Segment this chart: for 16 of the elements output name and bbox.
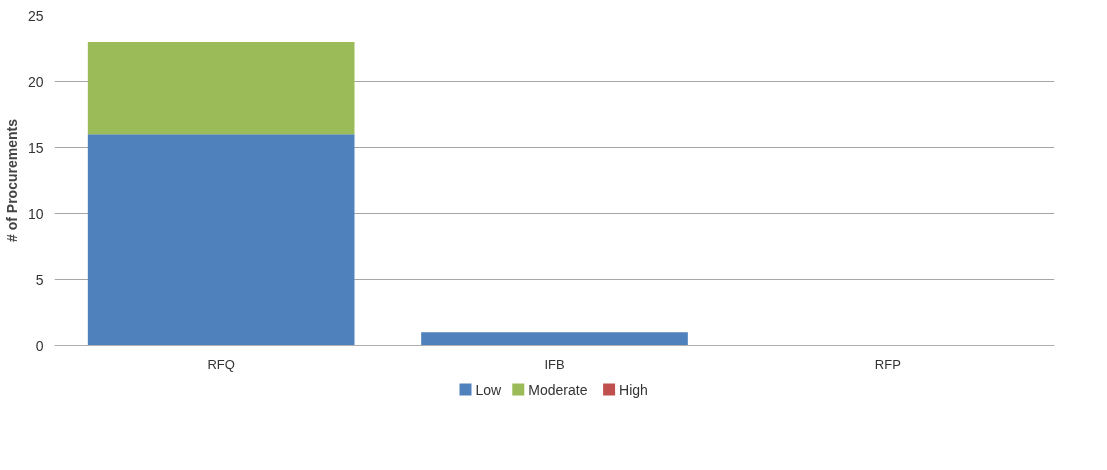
x-tick-label: IFB <box>544 356 565 372</box>
legend-label: Low <box>475 381 503 398</box>
bar <box>421 332 688 346</box>
legend-label: Moderate <box>528 381 588 398</box>
y-tick-label: 5 <box>35 271 44 288</box>
bar <box>87 134 355 346</box>
y-tick-label: 0 <box>35 337 44 354</box>
x-tick-label: RFQ <box>207 356 235 372</box>
y-tick-label: 10 <box>27 205 44 222</box>
y-tick-label: 25 <box>27 7 44 24</box>
y-axis-title: # of Procurements <box>3 118 20 242</box>
x-tick-label: RFP <box>874 356 901 372</box>
legend-label: High <box>619 381 648 398</box>
y-tick-label: 15 <box>27 139 44 156</box>
bar <box>87 41 355 135</box>
y-tick-label: 20 <box>27 73 44 90</box>
